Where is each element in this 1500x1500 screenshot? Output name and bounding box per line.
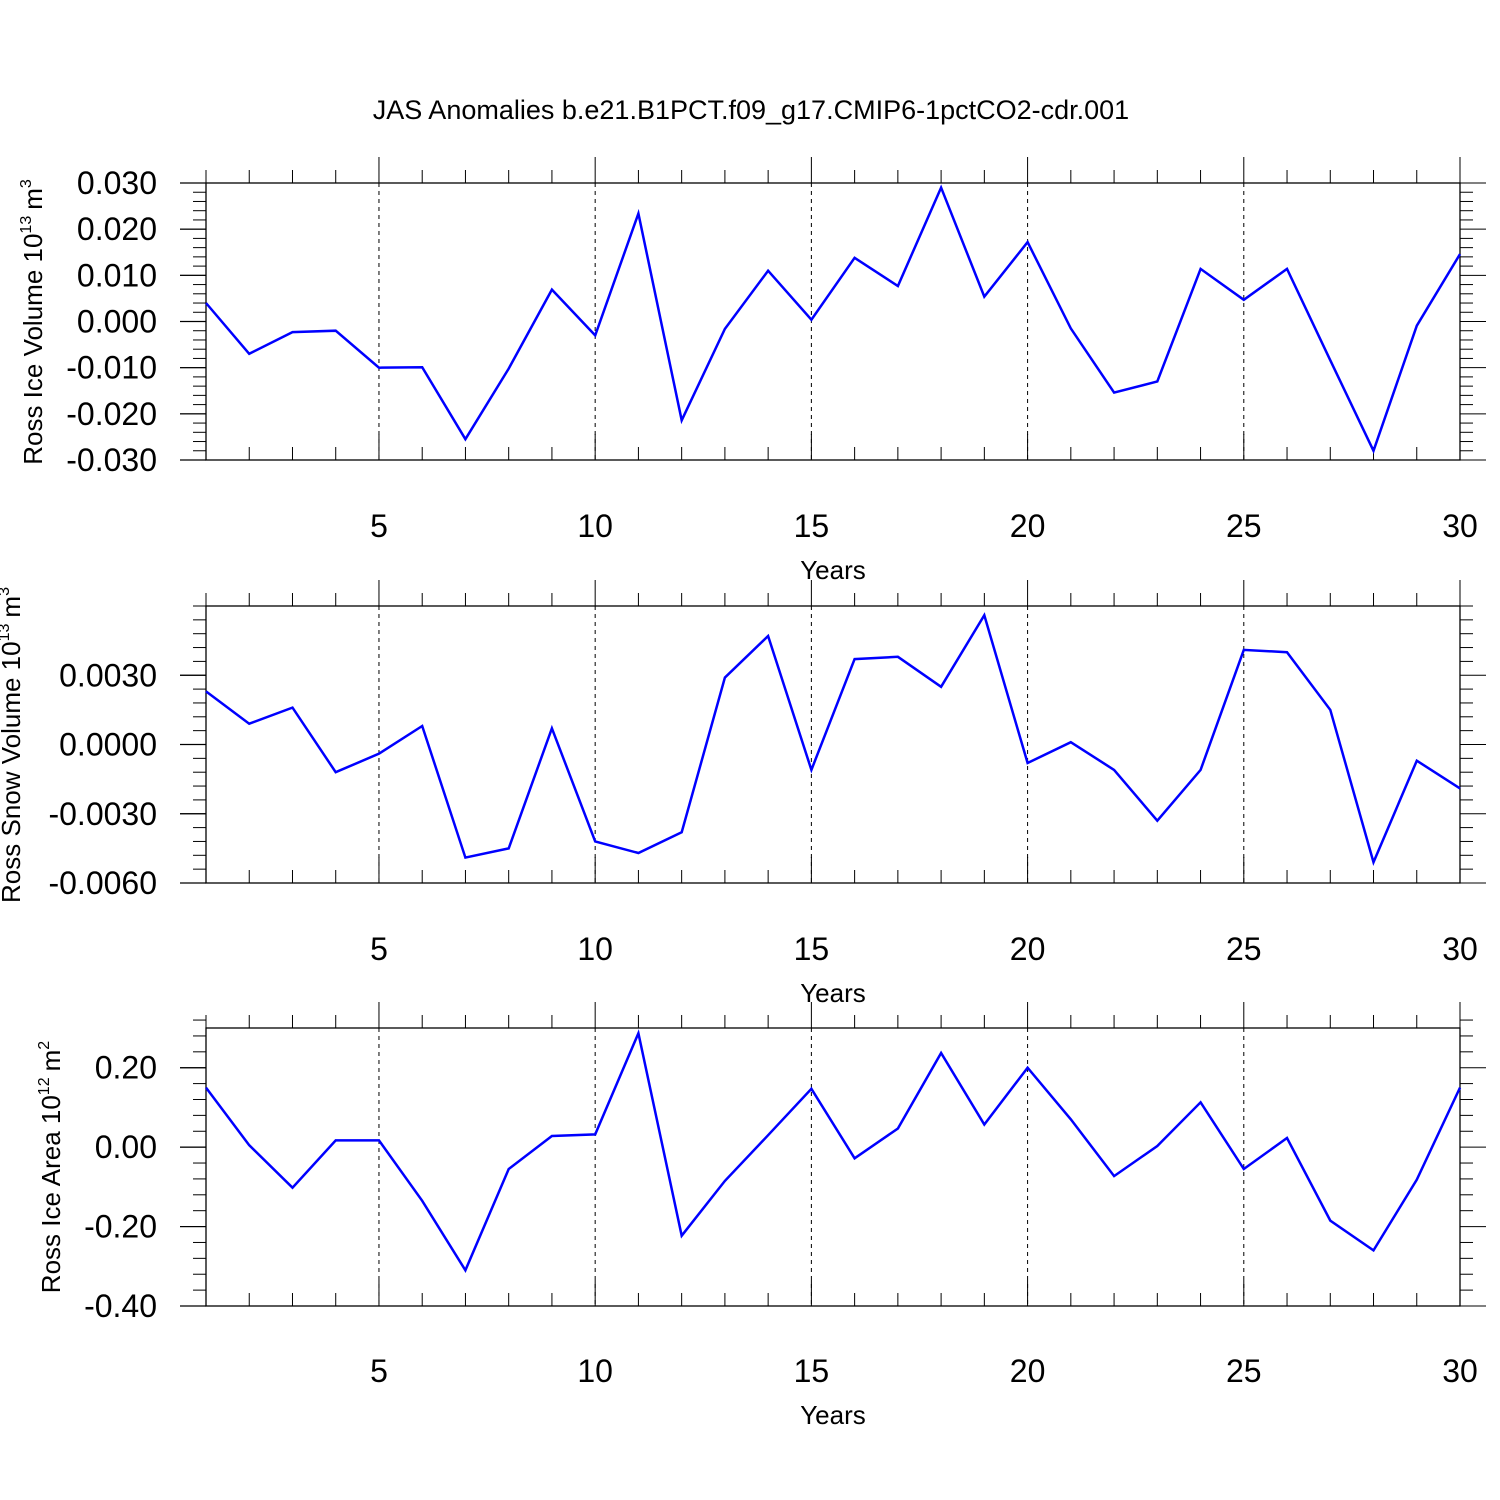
y-tick-label: 0.000 — [77, 304, 157, 340]
x-axis-title: Years — [800, 1400, 866, 1430]
y-tick-label: 0.20 — [95, 1050, 157, 1086]
y-tick-label: 0.010 — [77, 257, 157, 293]
y-axis-title: Ross Ice Volume 1013 m3 — [18, 179, 48, 465]
y-tick-label: -0.030 — [66, 442, 157, 478]
y-axis-title-exponent: 13 — [18, 216, 35, 234]
x-tick-label: 30 — [1442, 1353, 1478, 1389]
y-axis-title-unit: m — [0, 596, 26, 618]
y-tick-label: 0.0000 — [59, 727, 157, 763]
series-line — [205, 184, 1462, 455]
y-tick-label: -0.020 — [66, 396, 157, 432]
y-tick-label: -0.0030 — [48, 796, 157, 832]
y-tick-label: 0.020 — [77, 211, 157, 247]
y-axis-title-unit-exponent: 2 — [36, 1041, 53, 1050]
chart-title: JAS Anomalies b.e21.B1PCT.f09_g17.CMIP6-… — [373, 95, 1129, 125]
x-tick-label: 15 — [794, 931, 830, 967]
y-axis-title-text: Ross Ice Area 10 — [36, 1095, 66, 1293]
panel-2: 0.0030 0.0000 -0.0030 -0.0060 5 10 15 20 25 30 Yea… — [0, 580, 1486, 1008]
y-axis-title-unit-exponent: 3 — [18, 179, 35, 188]
x-tick-label: 30 — [1442, 931, 1478, 967]
y-tick-label: -0.010 — [66, 350, 157, 386]
x-tick-label: 5 — [370, 931, 388, 967]
x-tick-label: 25 — [1226, 1353, 1262, 1389]
x-tick-label: 10 — [577, 931, 613, 967]
x-tick-label: 25 — [1226, 931, 1262, 967]
y-axis-title-text: Ross Ice Volume 10 — [18, 234, 48, 465]
y-tick-label: 0.0030 — [59, 657, 157, 693]
x-tick-label: 30 — [1442, 508, 1478, 544]
y-tick-label: -0.20 — [84, 1209, 157, 1245]
x-tick-label: 10 — [577, 1353, 613, 1389]
x-tick-label: 15 — [794, 1353, 830, 1389]
x-tick-label: 20 — [1010, 1353, 1046, 1389]
y-axis-title-unit-exponent: 3 — [0, 587, 13, 596]
y-axis-title-unit: m — [36, 1050, 66, 1072]
plot-frame — [205, 182, 1461, 461]
panel-1: 0.030 0.020 0.010 0.000 -0.010 -0.020 -0.030 5 1… — [18, 157, 1486, 585]
x-tick-label: 20 — [1010, 508, 1046, 544]
y-tick-label: -0.40 — [84, 1288, 157, 1324]
y-axis-title-exponent: 13 — [0, 623, 13, 641]
plot-frame — [205, 1027, 1461, 1307]
y-tick-label: 0.00 — [95, 1129, 157, 1165]
x-tick-label: 5 — [370, 508, 388, 544]
y-axis-title-text: Ross Snow Volume 10 — [0, 641, 26, 903]
x-tick-label: 20 — [1010, 931, 1046, 967]
x-tick-label: 25 — [1226, 508, 1262, 544]
y-axis-title: Ross Ice Area 1012 m2 — [36, 1041, 66, 1293]
x-axis-title: Years — [800, 555, 866, 585]
x-tick-label: 10 — [577, 508, 613, 544]
x-axis-title: Years — [800, 978, 866, 1008]
y-axis-title-exponent: 12 — [36, 1077, 53, 1095]
x-tick-label: 5 — [370, 1353, 388, 1389]
series-line — [205, 612, 1461, 866]
series-line — [205, 1029, 1462, 1273]
y-axis-title: Ross Snow Volume 1013 m3 — [0, 587, 26, 903]
x-tick-label: 15 — [794, 508, 830, 544]
y-tick-label: 0.030 — [77, 165, 157, 201]
y-tick-label: -0.0060 — [48, 865, 157, 901]
y-axis-title-unit: m — [18, 188, 48, 210]
panel-3: 0.20 0.00 -0.20 -0.40 5 10 15 20 25 30 Years Ross I… — [36, 1002, 1486, 1430]
